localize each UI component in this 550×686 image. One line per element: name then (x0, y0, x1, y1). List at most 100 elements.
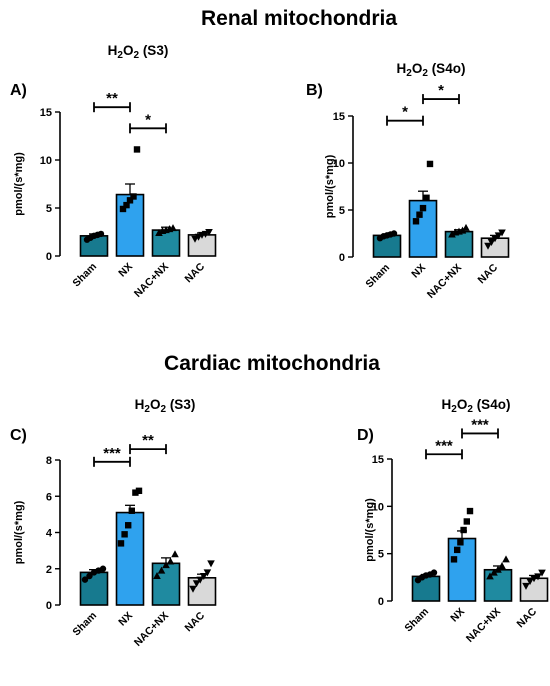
data-point (99, 565, 107, 572)
data-point (419, 204, 427, 212)
data-point (123, 201, 130, 209)
y-tick-label: 0 (378, 596, 384, 608)
x-category-label: NAC (515, 605, 540, 630)
data-point (196, 576, 204, 584)
y-tick-label: 15 (40, 107, 52, 119)
data-point (117, 540, 125, 547)
data-point (538, 569, 546, 577)
panel-title: H2O2 (S3) (108, 43, 169, 61)
data-point (430, 569, 438, 576)
data-point (153, 572, 161, 579)
renal-section-title: Renal mitochondria (201, 7, 397, 30)
data-point (189, 585, 197, 593)
data-point (169, 224, 177, 232)
bar-nx (447, 537, 477, 602)
y-tick-label: 10 (333, 158, 345, 170)
significance-label: *** (103, 445, 121, 462)
data-point (162, 561, 170, 569)
y-tick-label: 4 (46, 528, 53, 540)
chart-panel-3: D) H2O2 (S4o) 0 5 10 15 pmol/(s*mg) Sham NXNAC+N… (357, 397, 549, 645)
x-category-label: Sham (402, 606, 431, 635)
data-point (200, 573, 208, 580)
bar-nac-nx (483, 568, 513, 602)
data-point (119, 205, 127, 213)
data-point (128, 507, 135, 514)
data-point (157, 566, 166, 574)
x-category-label: NAC+NX (132, 610, 171, 649)
data-point (448, 230, 456, 238)
data-point (125, 522, 132, 529)
data-point (484, 242, 492, 250)
data-point (463, 518, 470, 525)
panel-title: H2O2 (S4o) (442, 397, 511, 415)
data-point (192, 580, 201, 588)
data-point (423, 194, 430, 201)
significance-label: * (402, 104, 408, 121)
data-point (390, 230, 398, 237)
x-category-label: NX (409, 262, 428, 281)
significance-label: *** (435, 437, 453, 454)
x-category-label: Sham (70, 261, 99, 290)
significance-label: ** (106, 90, 118, 107)
y-axis-label: pmol/(s*mg) (13, 500, 25, 564)
y-tick-label: 10 (40, 155, 52, 167)
x-category-label: NAC (183, 260, 208, 285)
data-point (522, 582, 530, 590)
bar-nx (115, 193, 145, 257)
x-category-label: NX (116, 261, 135, 280)
data-point (462, 223, 470, 231)
data-point (121, 531, 128, 538)
panel-letter: B) (306, 82, 323, 99)
panel-title: H2O2 (S3) (135, 397, 196, 415)
data-point (486, 572, 494, 580)
panel-letter: D) (357, 427, 374, 444)
cardiac-section-title: Cardiac mitochondria (164, 352, 380, 375)
y-tick-label: 15 (333, 111, 345, 123)
x-category-label: NAC+NX (464, 606, 503, 645)
y-axis-label: pmol/(s*mg) (364, 498, 376, 562)
x-category-label: Sham (70, 610, 99, 639)
y-axis-label: pmol/(s*mg) (13, 152, 25, 216)
data-point (502, 555, 510, 563)
data-point (530, 575, 538, 583)
x-category-label: NAC (476, 261, 501, 286)
y-axis-label: pmol/(s*mg) (324, 154, 336, 218)
data-point (133, 146, 141, 153)
data-point (97, 230, 105, 238)
data-point (498, 229, 506, 237)
significance-label: * (438, 82, 444, 99)
y-tick-label: 2 (46, 564, 52, 576)
y-tick-label: 5 (339, 205, 345, 217)
data-point (171, 550, 179, 558)
data-point (166, 557, 175, 565)
y-tick-label: 0 (46, 251, 52, 263)
panel-letter: A) (10, 82, 27, 99)
y-tick-label: 0 (339, 252, 345, 264)
x-category-label: NAC+NX (132, 261, 171, 300)
chart-panel-1: B) H2O2 (S4o) 0 5 10 15 pmol/(s*mg) Sham NXNAC+N… (306, 61, 510, 301)
y-tick-label: 15 (372, 454, 384, 466)
y-tick-label: 5 (46, 203, 52, 215)
data-point (81, 576, 89, 583)
data-point (534, 573, 542, 581)
panel-title: H2O2 (S4o) (397, 61, 466, 79)
data-point (491, 235, 499, 243)
significance-label: * (145, 111, 151, 128)
data-point (132, 489, 139, 496)
data-point (205, 229, 213, 236)
data-point (130, 193, 137, 200)
data-point (526, 578, 534, 586)
chart-panel-0: A) H2O2 (S3) 0 5 10 15 pmol/(s*mg) Sham NXNAC+NX… (10, 43, 217, 300)
bar-nac-nx (151, 562, 181, 606)
data-point (454, 546, 461, 554)
data-point (416, 211, 423, 218)
data-point (466, 507, 474, 515)
x-category-label: NX (116, 610, 135, 629)
significance-label: *** (471, 416, 489, 433)
y-tick-label: 6 (46, 491, 52, 503)
data-point (494, 565, 502, 573)
data-point (155, 228, 163, 236)
data-point (494, 232, 503, 240)
